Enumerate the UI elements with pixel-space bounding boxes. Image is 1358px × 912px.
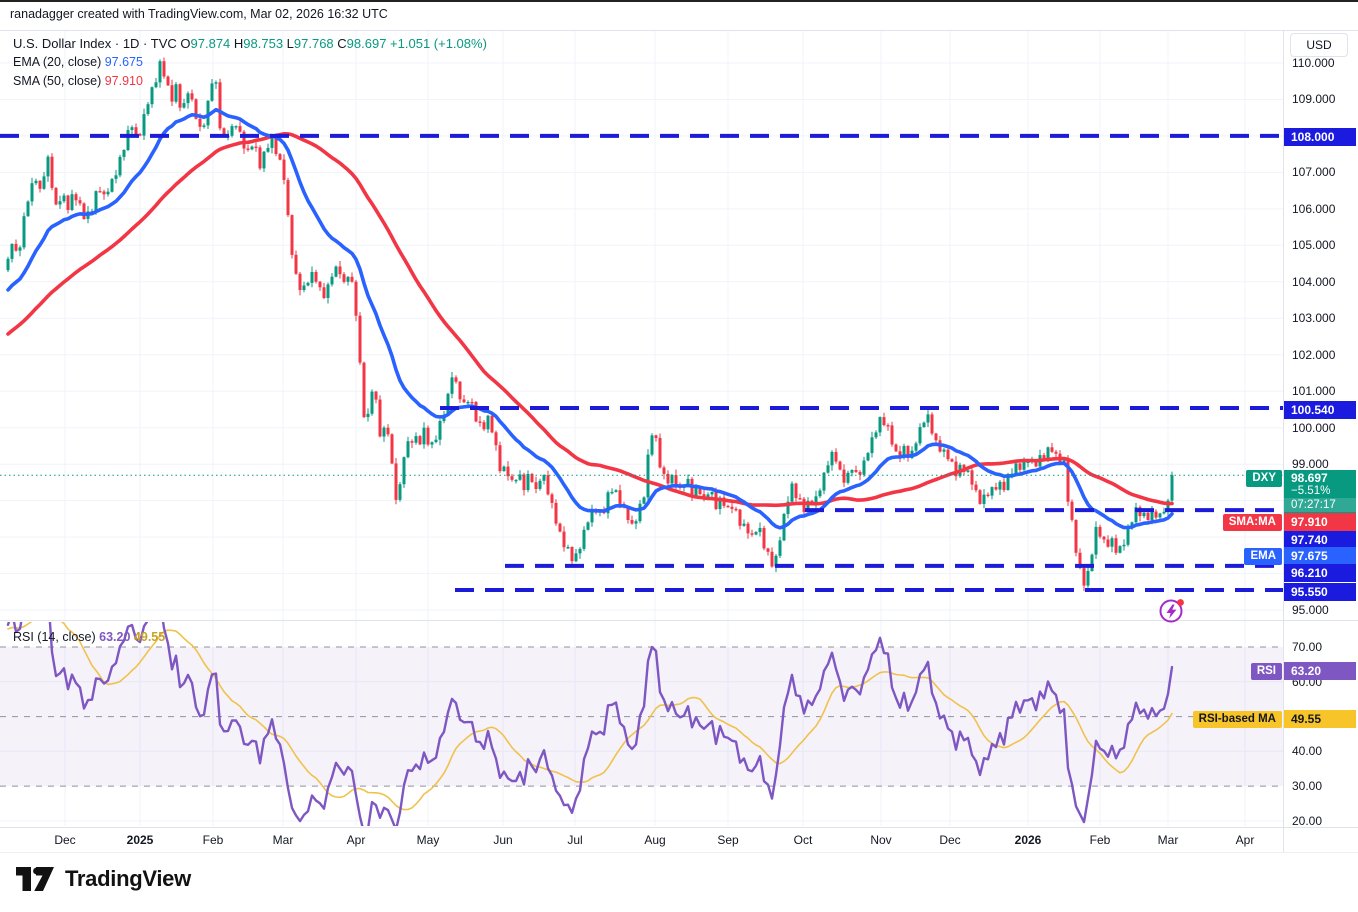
sma-label: SMA (50, close) (13, 74, 102, 88)
rsi-tick: 20.00 (1292, 814, 1323, 828)
time-axis-label: 2026 (1014, 833, 1042, 847)
time-axis-label: Dec (939, 833, 961, 847)
rsi-axis-badge: 63.20 (1284, 662, 1356, 680)
time-axis-label: Jun (493, 833, 513, 847)
attribution-text: ranadagger created with TradingView.com,… (10, 7, 388, 21)
time-axis-label: Feb (1089, 833, 1111, 847)
footer-border (0, 852, 1358, 853)
axis-price-badge: 100.540 (1284, 401, 1356, 419)
change-percent: −5.51% (1291, 485, 1331, 497)
sma-value: 97.910 (104, 74, 143, 88)
rsi-ma-value: 49.55 (133, 630, 166, 644)
bar-countdown: 07:27:17 (1284, 498, 1356, 512)
notification-dot-icon (1177, 599, 1184, 606)
flash-ideas-button[interactable] (1156, 595, 1188, 627)
ohlc-letter: C (333, 36, 347, 51)
sma-legend-row: SMA (50, close) 97.910 (13, 72, 487, 91)
main-legend: U.S. Dollar Index · 1D · TVC O97.874 H98… (13, 34, 487, 91)
tradingview-logo[interactable]: TradingView (16, 866, 191, 892)
last-price-badge: 98.697 −5.51% 07:27:17 (1284, 470, 1356, 513)
rsi-tag: RSI-based MA (1192, 711, 1282, 728)
time-axis-label: Oct (793, 833, 813, 847)
price-tick: 110.000 (1292, 56, 1335, 70)
time-axis-label: Aug (644, 833, 666, 847)
overlay-ma-lines (6, 107, 1174, 530)
series-tag-ema: EMA (1244, 548, 1282, 565)
axis-price-badge: 95.550 (1284, 583, 1356, 601)
time-axis-label: Mar (1157, 833, 1179, 847)
change-value: +1.051 (+1.08%) (390, 36, 487, 51)
support-resistance-lines (0, 133, 1283, 592)
time-axis-label: Mar (272, 833, 294, 847)
rsi-tick: 40.00 (1292, 744, 1323, 758)
ohlc-values: O97.874 H98.753 L97.768 C98.697 (180, 36, 386, 51)
axis-price-badge: 97.675 (1284, 547, 1356, 565)
rsi-lines (6, 622, 1174, 826)
window-top-edge (0, 0, 1358, 2)
last-price-value: 98.697 (1291, 471, 1328, 485)
time-axis-label: 2025 (126, 833, 154, 847)
axis-price-badge: 97.740 (1284, 531, 1356, 549)
time-axis-label: Sep (717, 833, 739, 847)
price-tick: 102.000 (1292, 348, 1336, 362)
price-tick: 101.000 (1292, 384, 1336, 398)
price-tick: 107.000 (1292, 165, 1336, 179)
price-tick: 103.000 (1292, 311, 1336, 325)
ema-value: 97.675 (104, 55, 143, 69)
axis-price-badge: 108.000 (1284, 128, 1356, 146)
price-tick: 100.000 (1292, 421, 1336, 435)
rsi-value: 63.20 (99, 630, 131, 644)
currency-toggle-button[interactable]: USD (1290, 33, 1348, 57)
rsi-axis-badge: 49.55 (1284, 710, 1356, 728)
time-axis-border (0, 827, 1358, 828)
series-tag-dxy: DXY (1246, 470, 1282, 487)
time-axis-label: Dec (54, 833, 76, 847)
time-axis-label: Feb (202, 833, 224, 847)
ema-legend-row: EMA (20, close) 97.675 (13, 53, 487, 72)
price-tick: 95.000 (1292, 603, 1329, 617)
rsi-tag: RSI (1250, 663, 1282, 680)
price-tick: 109.000 (1292, 92, 1336, 106)
rsi-tick: 70.00 (1292, 640, 1323, 654)
time-axis-label: Apr (346, 833, 366, 847)
flash-circle-icon (1159, 599, 1183, 623)
time-axis-label: Apr (1235, 833, 1255, 847)
rsi-tick: 30.00 (1292, 779, 1323, 793)
ohlc-value: 98.697 (346, 36, 387, 51)
axis-price-badge: 96.210 (1284, 564, 1356, 582)
series-tag-smama: SMA:MA (1222, 514, 1282, 531)
time-axis-label: May (416, 833, 440, 847)
ema-label: EMA (20, close) (13, 55, 102, 69)
pane-separator[interactable] (0, 620, 1358, 621)
price-tick: 106.000 (1292, 202, 1336, 216)
rsi-label: RSI (14, close) (13, 630, 96, 644)
time-axis-label: Nov (870, 833, 892, 847)
time-axis-label: Jul (567, 833, 583, 847)
chart-top-border (0, 30, 1358, 31)
tradingview-logo-icon (16, 867, 54, 891)
symbol-title: U.S. Dollar Index · 1D · TVC (13, 36, 177, 51)
ohlc-letter: O (180, 36, 191, 51)
ohlc-letter: L (283, 36, 294, 51)
symbol-legend-row: U.S. Dollar Index · 1D · TVC O97.874 H98… (13, 34, 487, 53)
lightning-bolt-icon (1166, 604, 1177, 619)
axis-price-badge: 97.910 (1284, 513, 1356, 531)
tradingview-logo-text: TradingView (65, 866, 191, 891)
price-axis-border (1283, 30, 1284, 852)
price-tick: 99.000 (1292, 457, 1329, 471)
price-tick: 105.000 (1292, 238, 1336, 252)
ohlc-value: 98.753 (243, 36, 284, 51)
ohlc-value: 97.874 (190, 36, 231, 51)
rsi-legend: RSI (14, close) 63.20 49.55 (13, 630, 165, 644)
chart-plot-area[interactable] (0, 0, 1283, 828)
ohlc-letter: H (230, 36, 244, 51)
price-tick: 104.000 (1292, 275, 1336, 289)
ohlc-value: 97.768 (293, 36, 334, 51)
